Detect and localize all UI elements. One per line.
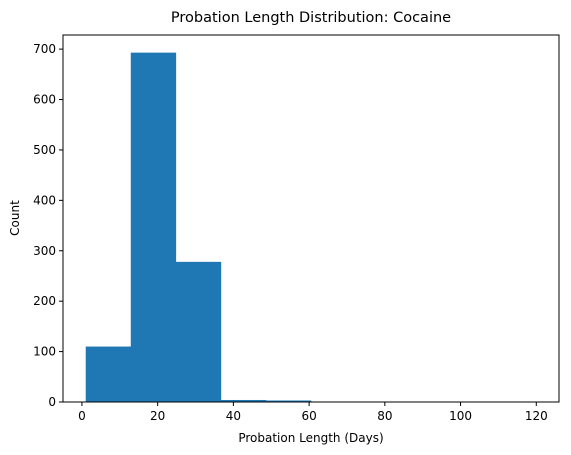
y-tick-label: 400 xyxy=(33,193,56,207)
histogram-bar xyxy=(220,399,267,402)
x-tick-label: 100 xyxy=(449,409,472,423)
x-tick-label: 40 xyxy=(226,409,241,423)
y-tick-label: 500 xyxy=(33,143,56,157)
x-tick-label: 80 xyxy=(377,409,392,423)
y-tick-label: 300 xyxy=(33,244,56,258)
histogram-bar xyxy=(175,261,222,402)
x-tick-label: 60 xyxy=(301,409,316,423)
histogram-bar xyxy=(130,52,177,402)
y-tick-label: 600 xyxy=(33,93,56,107)
bars-group xyxy=(85,52,537,403)
histogram-bar xyxy=(265,400,312,402)
x-tick-label: 20 xyxy=(150,409,165,423)
y-axis-title: Count xyxy=(8,200,22,236)
histogram-bar xyxy=(85,346,132,402)
y-tick-label: 0 xyxy=(48,395,56,409)
x-tick-label: 120 xyxy=(525,409,548,423)
y-tick-label: 100 xyxy=(33,345,56,359)
y-axis-ticks: 0 100 200 300 400 500 600 700 xyxy=(33,42,63,409)
x-axis-ticks: 0 20 40 60 80 100 120 xyxy=(78,402,548,423)
x-tick-label: 0 xyxy=(78,409,86,423)
chart-title: Probation Length Distribution: Cocaine xyxy=(171,10,451,26)
x-axis-title: Probation Length (Days) xyxy=(238,431,383,445)
y-tick-label: 700 xyxy=(33,42,56,56)
y-tick-label: 200 xyxy=(33,294,56,308)
plot-area-frame xyxy=(62,34,560,403)
